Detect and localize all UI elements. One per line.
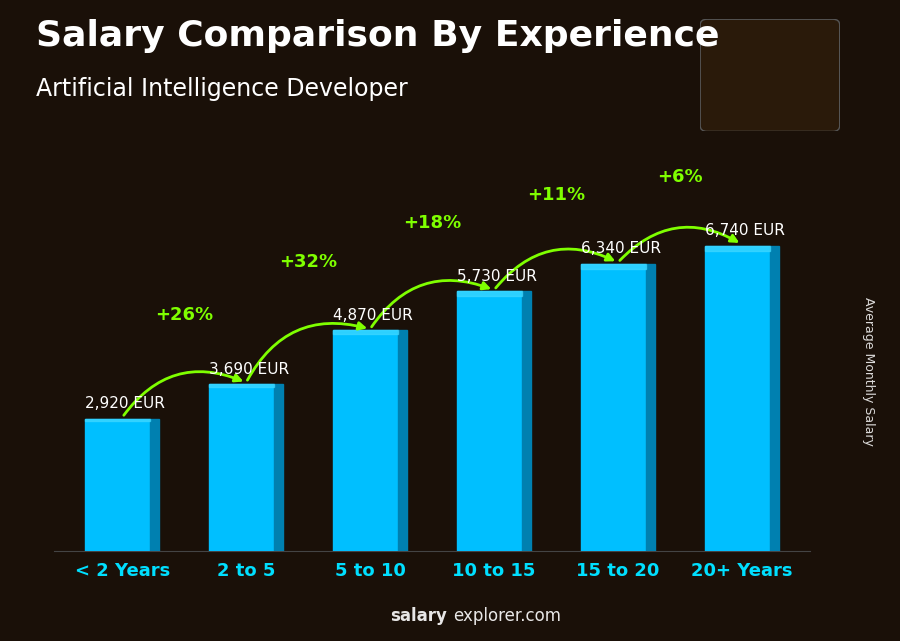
Bar	[333, 331, 399, 551]
Text: 6,340 EUR: 6,340 EUR	[580, 242, 661, 256]
Text: +32%: +32%	[279, 253, 338, 271]
Bar	[646, 264, 655, 551]
Bar	[209, 384, 274, 551]
Bar	[716, 92, 819, 122]
Text: 2,920 EUR: 2,920 EUR	[85, 396, 165, 412]
Text: Salary Comparison By Experience: Salary Comparison By Experience	[36, 19, 719, 53]
Bar	[85, 419, 150, 551]
Bar	[770, 246, 779, 551]
Bar	[580, 264, 646, 269]
Bar	[274, 384, 284, 551]
Bar	[716, 62, 819, 92]
Text: +18%: +18%	[403, 214, 461, 232]
Text: 5,730 EUR: 5,730 EUR	[457, 269, 536, 284]
Bar	[209, 384, 274, 387]
Bar	[399, 331, 407, 551]
Text: 6,740 EUR: 6,740 EUR	[705, 223, 785, 238]
Text: 3,690 EUR: 3,690 EUR	[209, 362, 289, 376]
Bar	[85, 419, 150, 421]
Text: +11%: +11%	[526, 187, 585, 204]
Text: +6%: +6%	[657, 168, 703, 186]
Text: explorer.com: explorer.com	[453, 607, 561, 625]
Text: +26%: +26%	[155, 306, 213, 324]
Bar	[150, 419, 159, 551]
Bar	[705, 246, 770, 251]
Bar	[333, 331, 399, 335]
Bar	[705, 246, 770, 551]
Bar	[457, 292, 522, 296]
Bar	[580, 264, 646, 551]
FancyBboxPatch shape	[700, 19, 840, 131]
Text: 4,870 EUR: 4,870 EUR	[333, 308, 412, 323]
Bar	[522, 292, 531, 551]
Text: salary: salary	[391, 607, 447, 625]
Text: Artificial Intelligence Developer: Artificial Intelligence Developer	[36, 77, 408, 101]
Bar	[457, 292, 522, 551]
Text: Average Monthly Salary: Average Monthly Salary	[862, 297, 875, 446]
Bar	[716, 32, 819, 62]
